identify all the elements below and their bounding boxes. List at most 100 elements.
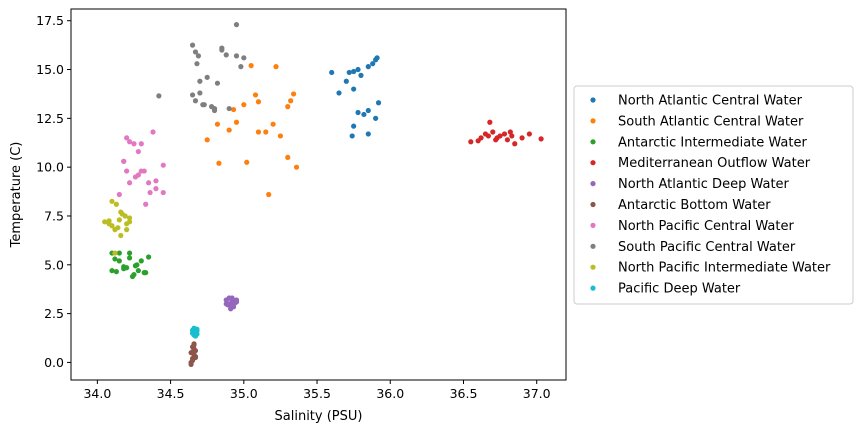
data-point xyxy=(109,268,115,274)
data-point xyxy=(490,129,496,135)
data-point xyxy=(189,92,196,98)
data-point xyxy=(273,64,279,70)
data-point xyxy=(538,136,544,142)
data-point xyxy=(102,219,108,225)
data-point xyxy=(113,201,119,207)
data-point xyxy=(197,90,203,96)
data-point xyxy=(132,263,139,269)
data-point xyxy=(349,133,355,139)
data-point xyxy=(241,102,247,108)
y-axis-label: Temperature (C) xyxy=(9,142,24,249)
data-point xyxy=(336,90,342,96)
data-point xyxy=(351,123,357,129)
data-point xyxy=(355,66,361,73)
data-point xyxy=(143,270,149,276)
series-antarctic-bottom-water xyxy=(188,341,199,367)
series-north-atlantic-deep-water xyxy=(223,295,240,312)
data-point xyxy=(233,53,240,59)
legend-marker xyxy=(590,222,596,228)
data-point xyxy=(122,213,128,219)
y-tick-label: 12.5 xyxy=(36,111,64,126)
data-point xyxy=(138,141,144,147)
data-point xyxy=(156,93,162,99)
legend-entry: Antarctic Bottom Water xyxy=(618,198,771,213)
data-point xyxy=(150,129,156,135)
legend-marker xyxy=(590,285,596,291)
data-point xyxy=(189,349,196,355)
data-point xyxy=(189,42,196,48)
series-mediterranean-outflow-water xyxy=(468,119,544,147)
data-point xyxy=(135,172,141,178)
legend-entry: Mediterranean Outflow Water xyxy=(618,156,811,171)
data-point xyxy=(270,121,276,127)
data-point xyxy=(226,295,232,301)
data-point xyxy=(509,133,515,139)
data-point xyxy=(116,217,122,223)
legend-entry: Antarctic Intermediate Water xyxy=(618,135,807,150)
data-point xyxy=(138,168,144,174)
data-point xyxy=(126,139,133,145)
legend-entry: North Atlantic Deep Water xyxy=(618,177,790,192)
data-point xyxy=(277,133,284,139)
legend-marker xyxy=(590,139,596,145)
data-point xyxy=(233,299,240,305)
data-point xyxy=(192,49,199,55)
data-point xyxy=(116,250,122,256)
data-point xyxy=(135,148,141,155)
data-point xyxy=(194,326,200,332)
y-tick-label: 10.0 xyxy=(36,160,64,175)
data-point xyxy=(285,154,291,160)
data-point xyxy=(238,64,244,70)
data-point xyxy=(230,304,237,310)
legend-marker xyxy=(590,118,596,124)
series-south-atlantic-central-water xyxy=(204,63,300,198)
data-point xyxy=(192,354,199,361)
data-point xyxy=(351,68,357,75)
legend-entry: North Pacific Central Water xyxy=(618,219,794,234)
legend-entry: South Pacific Central Water xyxy=(618,240,796,255)
data-point xyxy=(126,255,133,261)
data-point xyxy=(146,254,152,260)
series-north-pacific-intermediate-water xyxy=(102,198,133,256)
data-point xyxy=(507,129,513,135)
data-point xyxy=(255,129,262,135)
legend-marker xyxy=(590,201,596,208)
x-tick-label: 36.5 xyxy=(450,386,478,401)
legend: North Atlantic Central Water South Atlant… xyxy=(573,85,854,305)
data-point xyxy=(126,250,133,256)
data-point xyxy=(255,99,262,105)
data-point xyxy=(244,159,250,165)
y-tick-label: 17.5 xyxy=(36,13,64,28)
data-point xyxy=(143,201,149,207)
legend-marker xyxy=(590,160,596,166)
data-point xyxy=(329,69,335,76)
data-point xyxy=(266,191,272,198)
data-point xyxy=(248,63,254,69)
data-point xyxy=(214,121,221,127)
legend-entry: Pacific Deep Water xyxy=(618,282,741,297)
data-point xyxy=(118,232,124,239)
data-point xyxy=(374,55,380,61)
legend-marker xyxy=(590,181,596,187)
data-point xyxy=(485,133,491,139)
data-point xyxy=(204,137,210,143)
data-point xyxy=(146,180,152,186)
data-point xyxy=(512,141,518,147)
data-point xyxy=(519,135,525,141)
data-point xyxy=(478,135,484,141)
data-point xyxy=(223,52,229,58)
data-point xyxy=(226,105,232,112)
data-point xyxy=(153,186,159,192)
data-point xyxy=(230,106,237,113)
data-point xyxy=(135,268,141,274)
plot-frame xyxy=(70,8,567,381)
data-point xyxy=(126,219,133,225)
data-point xyxy=(346,69,352,76)
x-axis-label: Salinity (PSU) xyxy=(275,409,363,424)
legend-box xyxy=(573,85,854,305)
data-point xyxy=(501,131,508,137)
data-point xyxy=(487,119,493,125)
data-point xyxy=(153,178,159,184)
data-point xyxy=(124,227,130,233)
legend-entry: North Atlantic Central Water xyxy=(618,94,803,109)
